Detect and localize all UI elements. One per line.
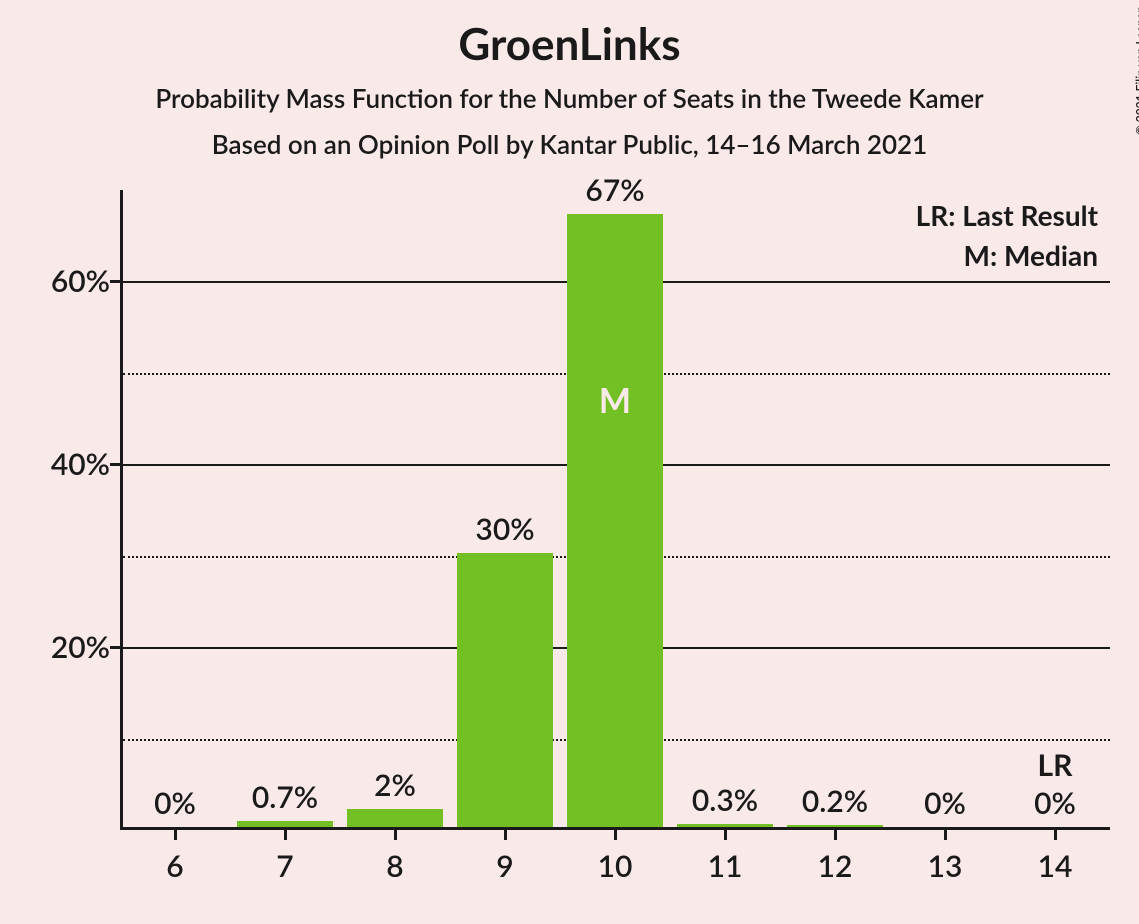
y-tick — [110, 463, 120, 466]
bar-value-label: 0% — [890, 785, 1000, 821]
copyright-text: © 2021 Filip van Laenen — [1133, 6, 1139, 135]
chart-plot-area: 20%40%60%0%60.7%72%830%967%M100.3%110.2%… — [120, 190, 1110, 830]
x-tick-label: 14 — [1000, 848, 1110, 884]
x-tick — [174, 830, 177, 840]
x-tick-label: 8 — [340, 848, 450, 884]
bar-value-label: 67% — [560, 172, 670, 208]
bar — [567, 214, 664, 827]
bar — [457, 553, 554, 827]
x-tick-label: 11 — [670, 848, 780, 884]
bar-value-label: 0% — [120, 785, 230, 821]
y-tick-label: 20% — [20, 629, 110, 665]
median-marker: M — [567, 380, 664, 421]
bar — [237, 821, 334, 827]
x-tick — [284, 830, 287, 840]
x-tick — [1054, 830, 1057, 840]
bar-value-label: 30% — [450, 511, 560, 547]
y-tick-label: 40% — [20, 446, 110, 482]
legend-lr: LR: Last Result — [916, 198, 1098, 232]
y-axis — [120, 190, 123, 830]
legend-m: M: Median — [964, 238, 1098, 272]
y-tick-label: 60% — [20, 263, 110, 299]
x-tick-label: 12 — [780, 848, 890, 884]
y-tick — [110, 646, 120, 649]
x-tick-label: 7 — [230, 848, 340, 884]
y-tick — [110, 280, 120, 283]
x-tick — [834, 830, 837, 840]
bar-value-label: 0.2% — [780, 783, 890, 819]
bar-value-label: 0.3% — [670, 782, 780, 818]
x-tick — [724, 830, 727, 840]
x-tick — [944, 830, 947, 840]
bar-value-label: 0% — [1000, 785, 1110, 821]
lr-marker: LR — [1000, 747, 1110, 783]
x-tick-label: 6 — [120, 848, 230, 884]
bar — [787, 825, 884, 827]
x-tick-label: 9 — [450, 848, 560, 884]
x-tick — [614, 830, 617, 840]
bar-value-label: 0.7% — [230, 779, 340, 815]
x-tick — [504, 830, 507, 840]
bar-value-label: 2% — [340, 767, 450, 803]
chart-title: GroenLinks — [0, 18, 1139, 70]
bar — [347, 809, 444, 827]
x-tick-label: 13 — [890, 848, 1000, 884]
x-tick-label: 10 — [560, 848, 670, 884]
bar — [677, 824, 774, 827]
x-tick — [394, 830, 397, 840]
chart-subtitle-2: Based on an Opinion Poll by Kantar Publi… — [0, 128, 1139, 160]
chart-subtitle-1: Probability Mass Function for the Number… — [0, 82, 1139, 114]
